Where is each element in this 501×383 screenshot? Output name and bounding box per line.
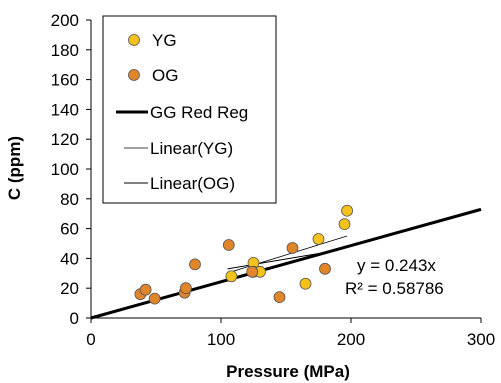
linear-og-trendline (227, 251, 326, 270)
og-point (139, 283, 152, 296)
tick-labels: 0 20 40 60 80 100 120 140 160 180 200 0 100 200 300 (51, 11, 496, 349)
y-tick-label: 160 (51, 71, 79, 90)
legend-box (102, 15, 277, 204)
legend-label-linear-og: Linear(OG) (150, 174, 235, 193)
legend-label-yg: YG (152, 31, 177, 50)
y-tick-label: 180 (51, 41, 79, 60)
x-tick-label: 100 (207, 330, 235, 349)
r-squared-label: R² = 0.58786 (345, 279, 444, 298)
legend-label-og: OG (152, 66, 178, 85)
yg-point (312, 233, 325, 245)
y-tick-label: 140 (51, 100, 79, 119)
legend-marker-og (128, 69, 140, 81)
legend-label-gg-red-reg: GG Red Reg (150, 103, 248, 122)
x-tick-label: 200 (337, 330, 365, 349)
x-tick-label: 300 (467, 330, 495, 349)
legend-label-linear-yg: Linear(YG) (150, 139, 233, 158)
y-tick-label: 200 (51, 11, 79, 30)
data-points (134, 204, 354, 305)
y-tick-label: 20 (60, 279, 79, 298)
y-axis-title: C (ppm) (5, 136, 24, 200)
yg-point (338, 218, 351, 231)
y-tick-label: 120 (51, 130, 79, 149)
yg-point (341, 204, 354, 217)
og-point (319, 262, 331, 275)
x-axis-title: Pressure (MPa) (226, 362, 350, 381)
og-point (286, 242, 299, 254)
og-point (246, 265, 259, 278)
x-tick-label: 0 (86, 330, 95, 349)
og-point (273, 291, 286, 304)
legend-marker-yg (128, 34, 140, 46)
og-point (189, 258, 201, 271)
y-tick-label: 80 (60, 190, 79, 209)
og-point (148, 292, 161, 305)
y-tick-label: 40 (60, 249, 79, 268)
equation-label: y = 0.243x (357, 256, 436, 275)
legend: YG OG GG Red Reg Linear(YG) Linear(OG) (102, 15, 277, 204)
og-point (222, 239, 235, 251)
y-tick-label: 60 (60, 220, 79, 239)
y-tick-label: 100 (51, 160, 79, 179)
og-point (179, 282, 192, 295)
yg-point (299, 277, 312, 290)
y-tick-label: 0 (70, 309, 79, 328)
axes (86, 19, 482, 323)
yg-point (225, 270, 238, 283)
